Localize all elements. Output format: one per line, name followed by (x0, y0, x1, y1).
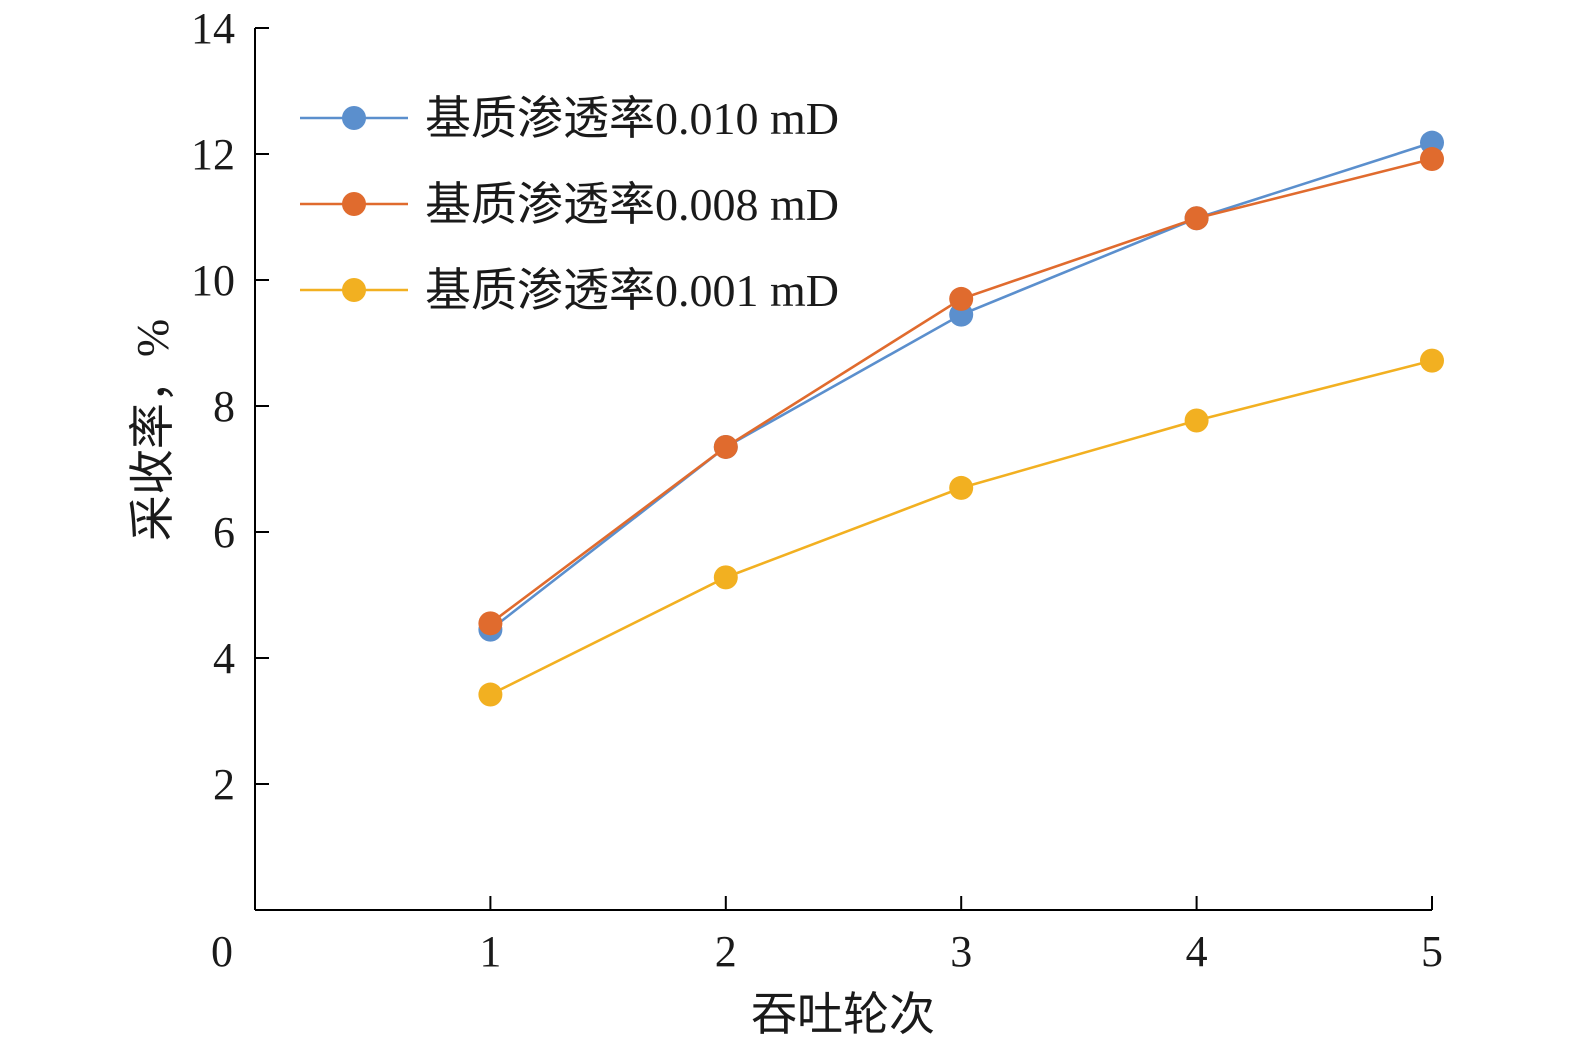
data-point (713, 434, 738, 459)
x-tick-label: 4 (1186, 927, 1208, 976)
legend-marker (342, 192, 366, 216)
x-tick-label: 5 (1421, 927, 1443, 976)
legend-item: 基质渗透率0.010 mD (300, 93, 839, 144)
x-tick-label: 0 (211, 927, 233, 976)
y-tick-label: 14 (191, 4, 235, 53)
y-tick-label: 10 (191, 256, 235, 305)
legend: 基质渗透率0.010 mD 基质渗透率0.008 mD 基质渗透率0.001 mD (300, 93, 839, 316)
y-axis-title: 采收率，% (127, 319, 178, 541)
legend-marker (342, 106, 366, 130)
data-point (1184, 206, 1209, 231)
data-point (478, 682, 503, 707)
y-tick-label: 4 (213, 634, 235, 683)
legend-label: 基质渗透率0.008 mD (425, 179, 839, 230)
data-point (713, 565, 738, 590)
legend-label: 基质渗透率0.001 mD (425, 265, 839, 316)
x-tick-label: 3 (950, 927, 972, 976)
y-tick-label: 8 (213, 382, 235, 431)
data-point (949, 475, 974, 500)
series-3 (478, 348, 1444, 707)
y-tick-label: 2 (213, 760, 235, 809)
series-line (489, 359, 1433, 696)
legend-marker (342, 278, 366, 302)
data-point (1420, 147, 1444, 172)
data-point (478, 611, 503, 636)
legend-label: 基质渗透率0.010 mD (425, 93, 839, 144)
data-point (1184, 408, 1209, 433)
x-axis-title: 吞吐轮次 (751, 989, 935, 1040)
data-point (1420, 348, 1444, 373)
series-layer (478, 130, 1444, 707)
data-point (949, 286, 974, 311)
legend-item: 基质渗透率0.008 mD (300, 179, 839, 230)
y-tick-label: 12 (191, 130, 235, 179)
series-2 (478, 147, 1444, 636)
y-tick-label: 6 (213, 508, 235, 557)
x-tick-label: 2 (715, 927, 737, 976)
x-tick-label: 1 (479, 927, 501, 976)
legend-item: 基质渗透率0.001 mD (300, 265, 839, 316)
